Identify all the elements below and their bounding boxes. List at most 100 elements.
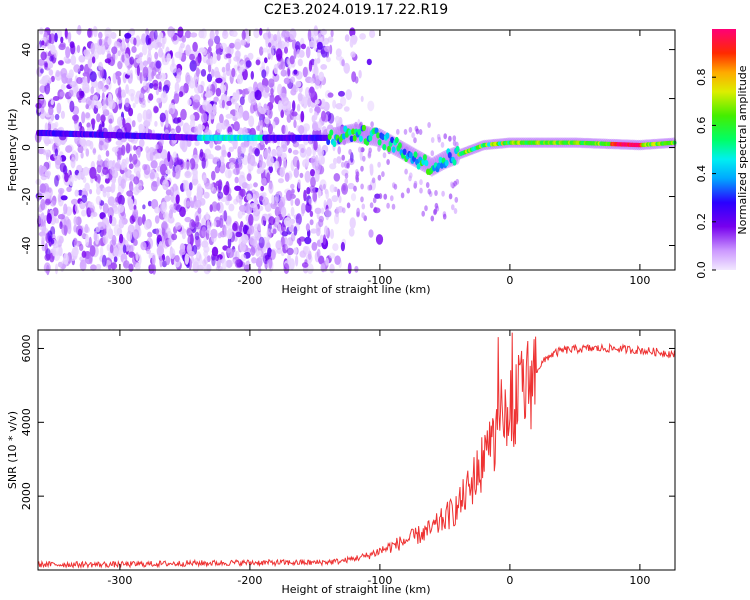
heatmap-noise-cell (329, 263, 335, 274)
heatmap-noise-cell (293, 69, 298, 75)
heatmap-noise-cell (69, 100, 75, 113)
heatmap-noise-cell (153, 106, 159, 113)
heatmap-noise-cell (250, 99, 257, 106)
heatmap-signal-cell (436, 162, 441, 169)
heatmap-noise-cell (270, 39, 278, 49)
heatmap-noise-cell (295, 254, 299, 267)
x-tick-label: -200 (237, 274, 262, 287)
heatmap-noise-cell (340, 96, 347, 107)
heatmap-noise-cell (281, 206, 287, 218)
heatmap-noise-cell (90, 86, 95, 94)
heatmap-noise-cell (322, 183, 326, 190)
heatmap-noise-cell (115, 72, 119, 80)
heatmap-noise-cell (296, 49, 301, 58)
heatmap-noise-cell (350, 34, 358, 44)
heatmap-noise-cell (305, 46, 311, 59)
x-tick-label: -100 (367, 274, 392, 287)
heatmap-noise-cell (359, 33, 366, 40)
heatmap-noise-cell (306, 263, 314, 275)
heatmap-noise-cell (254, 89, 262, 101)
heatmap-noise-cell (324, 208, 332, 218)
heatmap-noise-cell (151, 254, 156, 266)
heatmap-noise-cell (142, 66, 149, 79)
heatmap-noise-cell (351, 71, 357, 83)
heatmap-noise-cell (350, 152, 354, 163)
heatmap-noise-cell (309, 185, 316, 194)
heatmap-noise-cell (434, 202, 439, 209)
heatmap-noise-cell (264, 57, 268, 64)
heatmap-noise-cell (203, 256, 209, 265)
heatmap-noise-cell (433, 209, 437, 216)
heatmap-noise-cell (377, 174, 382, 181)
heatmap-noise-cell (115, 140, 123, 146)
heatmap-noise-cell (350, 51, 356, 58)
heatmap-noise-cell (280, 109, 285, 118)
heatmap-noise-cell (117, 50, 121, 57)
heatmap-noise-cell (338, 90, 345, 97)
heatmap-noise-cell (64, 28, 68, 38)
heatmap-noise-cell (132, 153, 138, 165)
heatmap-noise-cell (85, 234, 90, 247)
heatmap-noise-cell (85, 112, 91, 119)
heatmap-noise-cell (183, 161, 187, 170)
heatmap-noise-cell (283, 263, 290, 274)
heatmap-noise-cell (345, 89, 353, 101)
heatmap-noise-cell (40, 51, 47, 61)
heatmap-noise-cell (323, 199, 327, 209)
heatmap-noise-cell (102, 233, 109, 245)
heatmap-noise-cell (66, 73, 74, 79)
heatmap-noise-cell (102, 96, 109, 109)
heatmap-signal-cell (351, 128, 356, 135)
heatmap-noise-cell (159, 255, 163, 268)
heatmap-noise-cell (87, 28, 92, 38)
heatmap-noise-cell (233, 56, 240, 62)
heatmap-noise-cell (109, 166, 115, 175)
y-tick-label: 2000 (20, 482, 33, 510)
heatmap-noise-cell (159, 112, 166, 123)
heatmap-noise-cell (194, 125, 199, 137)
heatmap-noise-cell (54, 121, 59, 128)
heatmap-noise-cell (173, 117, 180, 124)
heatmap-noise-cell (342, 207, 346, 214)
heatmap-signal-cell (358, 135, 363, 142)
heatmap-noise-cell (366, 58, 372, 66)
heatmap-noise-cell (98, 31, 103, 39)
heatmap-noise-cell (272, 228, 277, 235)
heatmap-noise-cell (279, 196, 286, 208)
heatmap-noise-cell (430, 215, 435, 222)
heatmap-noise-cell (263, 148, 271, 160)
heatmap-noise-cell (156, 97, 162, 104)
heatmap-noise-cell (88, 236, 92, 248)
heatmap-noise-cell (329, 184, 335, 193)
heatmap-noise-cell (421, 210, 426, 217)
heatmap-noise-cell (143, 220, 151, 230)
heatmap-noise-cell (90, 264, 97, 271)
heatmap-noise-cell (330, 228, 334, 240)
heatmap-noise-cell (184, 30, 192, 39)
heatmap-noise-cell (309, 219, 314, 226)
heatmap-noise-cell (322, 234, 327, 246)
heatmap-noise-cell (290, 183, 295, 189)
heatmap-noise-cell (309, 86, 315, 94)
heatmap-noise-cell (309, 107, 313, 114)
heatmap-noise-cell (101, 121, 105, 128)
heatmap-noise-cell (233, 121, 240, 132)
heatmap-noise-cell (189, 200, 195, 208)
heatmap-noise-cell (165, 227, 171, 234)
heatmap-noise-cell (309, 210, 314, 217)
heatmap-noise-cell (253, 81, 258, 93)
heatmap-noise-cell (228, 162, 235, 170)
heatmap-noise-cell (293, 247, 298, 255)
heatmap-noise-cell (136, 65, 140, 77)
heatmap-noise-cell (139, 52, 143, 58)
heatmap-noise-cell (130, 185, 134, 192)
heatmap-noise-cell (44, 136, 50, 147)
heatmap-noise-cell (148, 75, 153, 82)
heatmap-noise-cell (172, 170, 176, 178)
heatmap-noise-cell (72, 114, 79, 122)
heatmap-noise-cell (121, 89, 126, 98)
heatmap-noise-cell (167, 26, 175, 38)
heatmap-noise-cell (96, 45, 104, 55)
heatmap-noise-cell (257, 250, 262, 256)
heatmap-noise-cell (219, 217, 224, 229)
